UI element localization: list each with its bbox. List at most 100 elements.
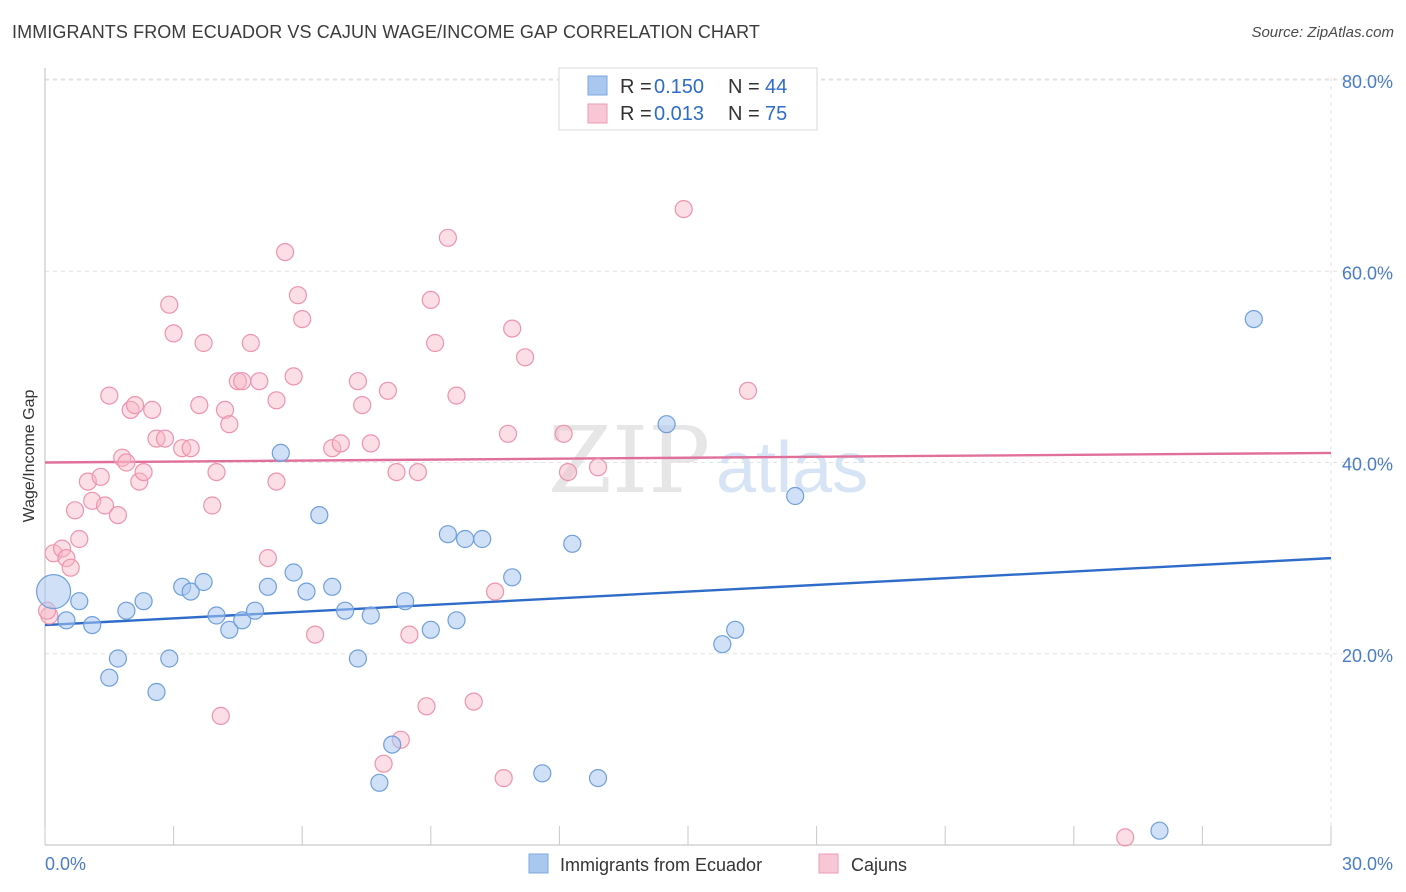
point-cajun — [160, 295, 179, 314]
point-cajun — [554, 424, 573, 443]
point-cajun — [323, 439, 342, 458]
legend-r-label: R = — [620, 76, 652, 98]
point-ecuador — [456, 529, 475, 549]
point-cajun — [100, 386, 119, 405]
legend-r-value-ecuador: 0.150 — [654, 76, 704, 98]
bottom-legend-swatch-ecuador[interactable] — [528, 853, 549, 874]
point-cajun — [374, 754, 393, 773]
point-cajun — [52, 539, 72, 558]
point-ecuador — [100, 668, 119, 687]
point-cajun — [408, 463, 427, 482]
point-cajun — [130, 472, 149, 491]
legend-swatch-cajun — [587, 103, 608, 124]
point-ecuador — [297, 582, 316, 601]
point-cajun — [194, 333, 213, 353]
point-cajun — [134, 463, 153, 482]
point-ecuador — [563, 534, 582, 553]
point-cajun — [233, 372, 252, 391]
point-cajun — [228, 372, 247, 391]
point-cajun — [276, 243, 295, 262]
point-ecuador — [207, 606, 226, 625]
point-ecuador — [503, 568, 522, 587]
point-ecuador — [370, 773, 389, 792]
point-cajun — [155, 429, 175, 448]
point-cajun — [164, 324, 183, 343]
series-legend: Immigrants from Ecuador Cajuns — [528, 853, 907, 875]
point-ecuador — [233, 611, 252, 630]
x-tick-label: 0.0% — [45, 854, 86, 874]
point-cajun — [417, 697, 436, 716]
point-cajun — [348, 372, 367, 391]
point-cajun — [91, 467, 110, 486]
point-cajun — [267, 472, 286, 491]
point-ecuador — [323, 577, 342, 596]
point-cajun — [70, 529, 89, 549]
point-cajun — [378, 381, 397, 400]
point-ecuador — [83, 615, 102, 635]
chart-title: IMMIGRANTS FROM ECUADOR VS CAJUN WAGE/IN… — [12, 22, 760, 42]
point-cajun — [267, 391, 286, 410]
point-ecuador — [35, 573, 72, 610]
legend-n-label-2: N = — [728, 103, 760, 125]
point-ecuador — [1150, 821, 1169, 840]
point-ecuador — [348, 649, 367, 668]
point-ecuador — [473, 529, 492, 549]
bottom-legend-label-cajun[interactable]: Cajuns — [851, 855, 907, 875]
point-ecuador — [70, 592, 89, 611]
point-cajun — [503, 319, 522, 338]
point-cajun — [117, 453, 136, 472]
point-cajun — [293, 310, 312, 329]
point-cajun — [1116, 828, 1135, 847]
point-ecuador — [786, 486, 805, 506]
x-tick-label: 30.0% — [1342, 854, 1393, 874]
point-ecuador — [258, 577, 277, 596]
legend-swatch-ecuador — [587, 75, 608, 96]
correlation-legend: R = 0.150 N = 44 R = 0.013 N = 75 — [558, 67, 818, 131]
point-cajun — [211, 706, 230, 726]
point-cajun — [181, 439, 200, 458]
point-cajun — [250, 372, 269, 391]
point-cajun — [258, 548, 277, 568]
y-axis-label: Wage/Income Gap — [21, 390, 38, 523]
point-cajun — [361, 434, 380, 453]
point-cajun — [588, 458, 608, 477]
point-ecuador — [383, 735, 402, 754]
point-ecuador — [284, 563, 303, 582]
point-ecuador — [726, 620, 745, 639]
point-ecuador — [361, 606, 380, 625]
point-cajun — [108, 505, 128, 525]
point-ecuador — [588, 768, 608, 788]
point-cajun — [498, 424, 518, 443]
point-cajun — [220, 415, 239, 434]
point-cajun — [438, 228, 457, 247]
point-ecuador — [713, 635, 732, 654]
point-cajun — [125, 396, 145, 415]
point-ecuador — [1244, 310, 1263, 329]
bottom-legend-label-ecuador[interactable]: Immigrants from Ecuador — [560, 855, 762, 875]
legend-n-value-ecuador: 44 — [765, 76, 787, 98]
point-ecuador — [57, 611, 76, 630]
point-cajun — [284, 367, 303, 386]
point-ecuador — [194, 572, 213, 592]
point-cajun — [331, 434, 350, 453]
point-cajun — [190, 396, 209, 415]
legend-r-value-cajun: 0.013 — [654, 103, 704, 125]
point-cajun — [558, 463, 578, 482]
point-cajun — [203, 496, 222, 515]
source-label: Source: ZipAtlas.com — [1251, 24, 1394, 41]
point-cajun — [447, 386, 466, 405]
point-ecuador — [657, 415, 676, 434]
point-ecuador — [245, 601, 265, 620]
legend-n-value-cajun: 75 — [765, 103, 787, 125]
bottom-legend-swatch-cajun[interactable] — [818, 853, 839, 874]
watermark-zip: ZIP — [548, 407, 710, 514]
y-tick-label: 40.0% — [1342, 455, 1393, 475]
y-tick-label: 60.0% — [1342, 263, 1393, 283]
point-cajun — [61, 558, 80, 577]
y-tick-label: 80.0% — [1342, 72, 1393, 92]
point-ecuador — [160, 649, 179, 668]
point-ecuador — [134, 592, 153, 611]
point-ecuador — [396, 592, 415, 611]
point-cajun — [306, 625, 325, 644]
point-cajun — [426, 333, 445, 353]
